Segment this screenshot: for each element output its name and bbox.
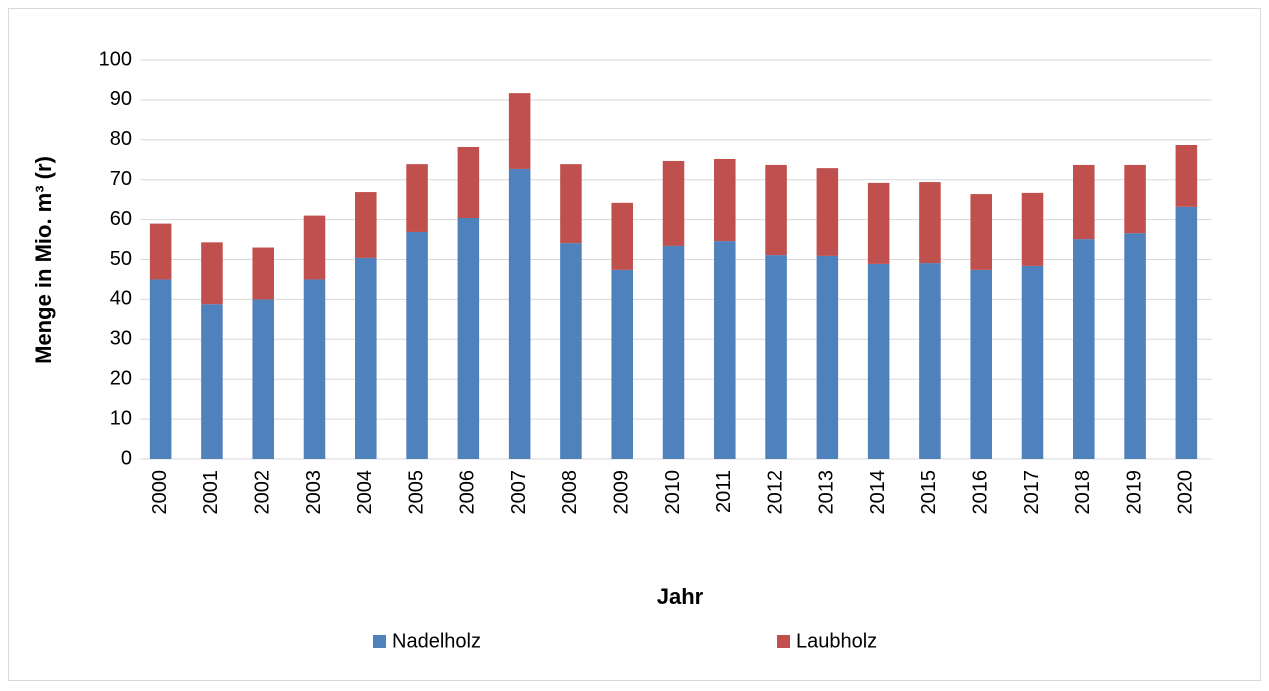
y-tick-label: 30 [110, 328, 132, 350]
bar-segment [1073, 239, 1095, 459]
bar-segment [714, 158, 736, 242]
x-tick-label: 2018 [1072, 470, 1094, 515]
bar-segment [303, 215, 326, 280]
bar-segment [201, 242, 223, 305]
bar-segment [252, 299, 274, 459]
x-tick-label: 2005 [405, 470, 427, 515]
legend-swatch [373, 635, 386, 648]
x-tick-label: 2002 [251, 470, 273, 515]
bar-segment [919, 182, 941, 264]
bar-segment [355, 257, 377, 459]
bar-segment [406, 231, 428, 459]
x-tick-label: 2014 [867, 470, 889, 515]
y-tick-label: 10 [110, 407, 132, 429]
bar-segment [406, 164, 428, 232]
bar-segment [508, 93, 531, 169]
x-tick-label: 2009 [610, 470, 632, 515]
bar-segment [970, 194, 992, 270]
bar-segment [970, 269, 992, 459]
bar-segment [1124, 164, 1146, 234]
bar-segment [714, 241, 736, 459]
x-tick-label: 2001 [200, 470, 222, 515]
bar-segment [1175, 206, 1198, 459]
bar-segment [1021, 265, 1044, 459]
x-tick-label: 2004 [354, 470, 376, 515]
bar-segment [1124, 233, 1146, 459]
bar-segment [560, 164, 582, 244]
x-tick-label: 2013 [816, 470, 838, 515]
bar-segment [867, 182, 890, 264]
bar-segment [355, 192, 377, 258]
y-tick-label: 20 [110, 367, 132, 389]
y-tick-label: 90 [110, 88, 132, 110]
y-tick-label: 70 [110, 168, 132, 190]
bar-segment [765, 255, 787, 459]
bar-segment [919, 263, 941, 459]
bar-segment [662, 160, 685, 246]
x-tick-label: 2012 [764, 470, 786, 515]
y-tick-label: 80 [110, 128, 132, 150]
legend-label: Nadelholz [392, 630, 481, 652]
bar-segment [149, 223, 172, 280]
bar-segment [149, 279, 172, 459]
bar-segment [611, 269, 633, 459]
x-tick-label: 2000 [149, 470, 171, 515]
bar-segment [303, 279, 326, 459]
bar-segment [662, 245, 685, 459]
bar-segment [457, 218, 480, 459]
x-tick-label: 2019 [1123, 470, 1145, 515]
bar-segment [816, 255, 839, 459]
legend-label: Laubholz [796, 630, 877, 652]
bar-segment [560, 243, 582, 459]
bar-segment [1175, 144, 1198, 207]
bar-segment [1021, 192, 1044, 266]
bar-segment [765, 164, 787, 256]
x-tick-label: 2015 [918, 470, 940, 515]
x-tick-label: 2003 [303, 470, 325, 515]
x-tick-label: 2007 [508, 470, 530, 515]
bar-segment [816, 168, 839, 256]
y-tick-label: 50 [110, 248, 132, 270]
x-tick-label: 2020 [1175, 470, 1197, 515]
bar-segment [867, 263, 890, 459]
bar-segment [611, 202, 633, 270]
bar-segment [201, 304, 223, 459]
x-tick-label: 2008 [559, 470, 581, 515]
x-axis-title: Jahr [657, 584, 704, 609]
x-tick-label: 2011 [713, 470, 735, 513]
bar-segment [1073, 164, 1095, 240]
x-tick-label: 2016 [969, 470, 991, 515]
x-tick-label: 2006 [457, 470, 479, 515]
bar-segment [457, 146, 480, 219]
y-tick-label: 100 [99, 48, 132, 70]
y-tick-label: 0 [121, 447, 132, 469]
y-tick-label: 40 [110, 288, 132, 310]
legend-swatch [777, 635, 790, 648]
bar-segment [252, 247, 274, 300]
bar-segment [508, 168, 531, 459]
y-tick-label: 60 [110, 208, 132, 230]
y-axis-title: Menge in Mio. m³ (r) [31, 156, 56, 364]
x-tick-label: 2017 [1021, 470, 1043, 515]
x-tick-label: 2010 [662, 470, 684, 515]
chart-frame [8, 8, 1261, 681]
